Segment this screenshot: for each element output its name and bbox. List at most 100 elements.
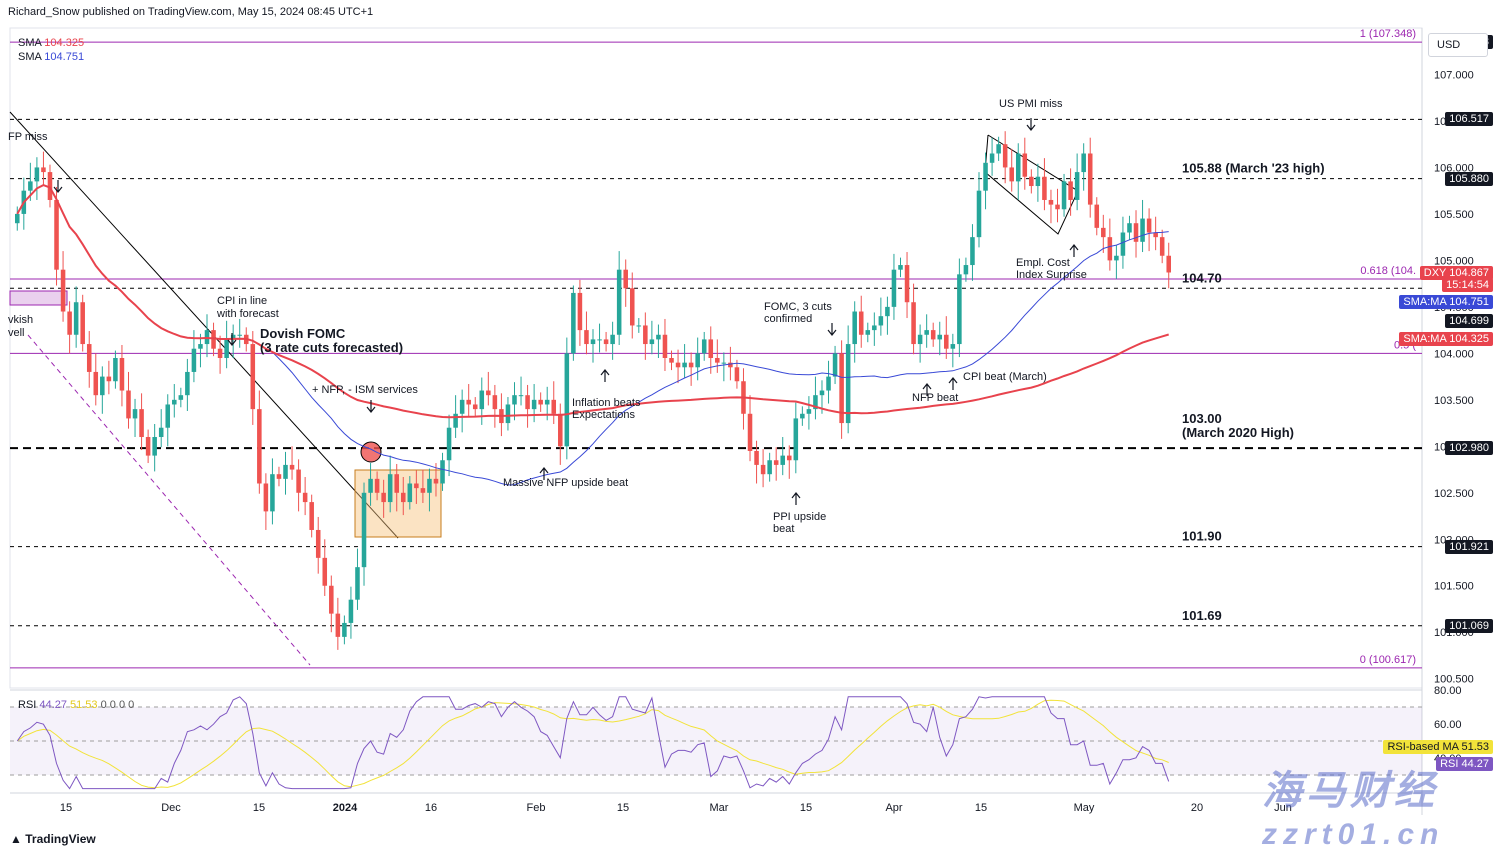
candle-body <box>970 237 975 266</box>
candle-body <box>813 395 818 410</box>
candle-body <box>342 622 347 637</box>
candle <box>800 406 805 426</box>
annotation-text: FOMC, 3 cuts <box>764 301 832 313</box>
candle <box>322 539 328 596</box>
candle-body <box>734 367 740 382</box>
candle <box>119 344 125 407</box>
candle-body <box>885 306 890 317</box>
legend-sma-1-name: SMA <box>18 37 42 49</box>
candle-body <box>603 339 609 345</box>
candle <box>100 366 105 414</box>
candle <box>983 152 988 210</box>
candle-body <box>826 376 831 391</box>
candle <box>845 325 851 434</box>
candle-body <box>486 390 491 396</box>
candle <box>211 322 216 357</box>
candle-body <box>67 311 72 335</box>
annotation-text: FP miss <box>8 131 48 143</box>
candle-body <box>106 376 112 382</box>
candle-body <box>571 292 576 354</box>
arrow-icon <box>922 383 932 396</box>
candle-body <box>335 613 341 637</box>
candle <box>734 359 740 389</box>
candle-body <box>1107 237 1113 261</box>
candle-body <box>1127 223 1132 233</box>
candle-body <box>558 413 563 447</box>
candle <box>610 321 615 360</box>
candle <box>675 349 681 384</box>
tradingview-logo[interactable]: ▲ TradingView <box>10 832 96 846</box>
candle-body <box>643 325 648 345</box>
candle <box>1146 208 1152 252</box>
candle <box>597 323 602 353</box>
candle-body <box>302 492 308 503</box>
currency-selector[interactable]: USD <box>1428 33 1488 57</box>
candle <box>374 471 380 501</box>
reversal-marker <box>360 441 382 463</box>
candle-body <box>564 353 570 447</box>
candle <box>656 324 661 358</box>
arrow-icon <box>600 369 610 382</box>
candle-body <box>466 399 471 405</box>
candle-body <box>119 358 125 391</box>
price-axis-label: 104.699 <box>1445 313 1493 328</box>
candle <box>806 396 812 430</box>
candle <box>917 324 923 363</box>
candle <box>446 414 452 477</box>
price-axis-label: 106.517 <box>1445 112 1493 127</box>
candle-body <box>1055 204 1060 210</box>
candle <box>394 463 399 512</box>
candle <box>852 301 857 363</box>
candle-body <box>296 469 301 493</box>
candle-body <box>780 455 785 465</box>
candle <box>420 469 426 504</box>
candle <box>172 384 177 418</box>
publish-header: Richard_Snow published on TradingView.co… <box>8 6 374 18</box>
candle <box>427 468 432 512</box>
candle <box>629 272 635 339</box>
candle <box>1094 197 1100 236</box>
candle <box>708 326 714 374</box>
candle <box>296 459 301 512</box>
candle <box>996 136 1001 161</box>
legend-sma-2-value: 104.751 <box>44 51 85 63</box>
candle-body <box>152 437 157 456</box>
candle <box>623 259 628 307</box>
annotation-text: 103.00 <box>1182 411 1222 426</box>
candle <box>957 258 962 358</box>
candle-body <box>839 353 844 424</box>
candle <box>747 395 753 462</box>
grid <box>9 27 1423 815</box>
x-tick-label: 15 <box>60 802 72 814</box>
annotation-text: CPI beat (March) <box>963 371 1047 383</box>
candle <box>564 337 570 460</box>
candle-body <box>872 325 877 331</box>
candle-body <box>551 399 557 414</box>
candle <box>885 296 890 335</box>
candle <box>355 548 360 610</box>
candle-body <box>675 362 681 368</box>
annotation-text: PPI upside <box>773 511 826 523</box>
levels-layer: 1 (107.348)0.618 (104.0.5 (0 (100.617)10… <box>10 28 1422 669</box>
candle <box>1048 189 1054 224</box>
rsi-legend-ma-value: 51.53 <box>70 699 98 711</box>
sma-legend: SMA 104.325 SMA 104.751 <box>18 36 84 64</box>
candle-body <box>858 311 864 335</box>
candle-body <box>433 478 439 484</box>
candle-body <box>93 371 99 396</box>
candle-body <box>453 413 458 428</box>
annotation-text: US PMI miss <box>999 98 1063 110</box>
candle-body <box>86 344 92 372</box>
candle-body <box>492 395 498 410</box>
arrow-icon <box>791 492 801 505</box>
candle-body <box>132 409 138 419</box>
candle-body <box>721 362 727 364</box>
candle <box>1074 153 1080 211</box>
downtrend-line <box>9 111 399 539</box>
candle-body <box>1166 255 1171 273</box>
candle <box>721 352 727 382</box>
candle <box>970 224 975 281</box>
candle <box>472 397 478 417</box>
candle-body <box>41 167 46 173</box>
